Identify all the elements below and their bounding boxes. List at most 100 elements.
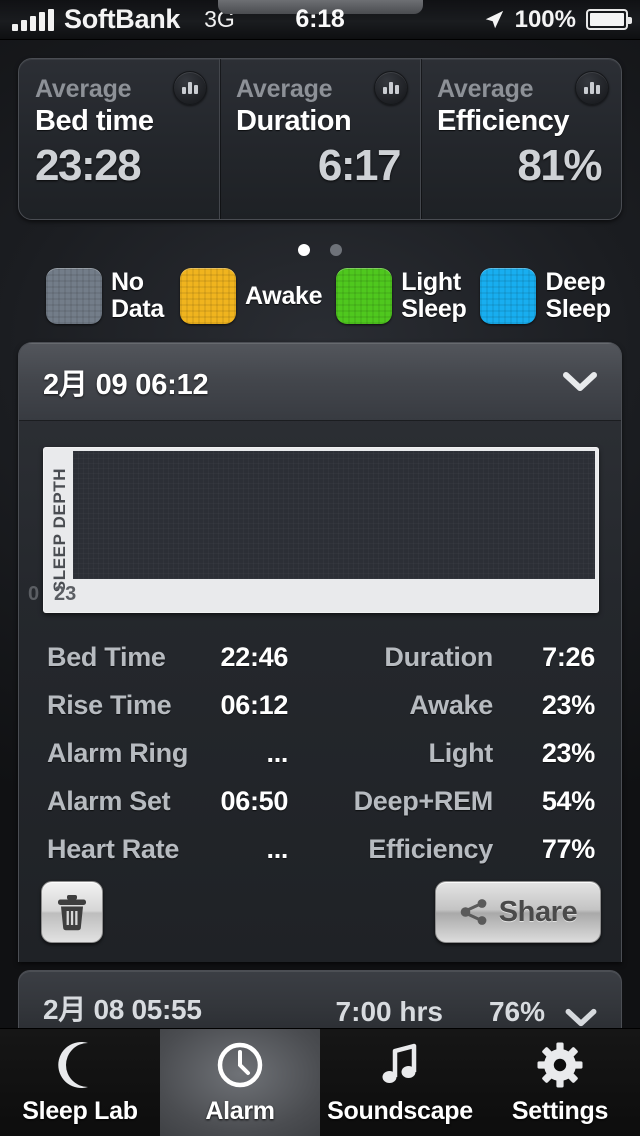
gear-icon xyxy=(536,1040,584,1090)
stats-cell-right: Duration 7:26 xyxy=(288,642,595,673)
chart-x-tick: 0 xyxy=(28,582,40,605)
status-bar-notch xyxy=(218,0,423,14)
stats-label: Heart Rate xyxy=(47,833,180,864)
next-entry-efficiency: 76% xyxy=(488,996,545,1027)
signal-bars-icon xyxy=(12,8,54,31)
stats-value: ... xyxy=(266,833,289,864)
stats-label: Awake xyxy=(409,689,493,720)
legend-swatch-deep-sleep xyxy=(480,268,537,324)
page-dot[interactable] xyxy=(330,244,342,256)
stats-label: Alarm Set xyxy=(47,785,171,816)
chart-y-axis-label-text: SLEEP DEPTH xyxy=(50,467,69,593)
stats-value: 7:26 xyxy=(542,641,595,672)
legend-swatch-awake xyxy=(180,268,236,324)
bar-chart-icon[interactable] xyxy=(173,71,207,105)
tab-label: Settings xyxy=(511,1096,609,1125)
stats-label: Light xyxy=(428,737,494,768)
stats-cell-left: Alarm Ring... xyxy=(47,738,288,769)
clock-icon xyxy=(216,1040,264,1090)
legend-swatch-no-data xyxy=(46,268,102,324)
stats-label: Alarm Ring xyxy=(47,737,189,768)
sleep-stats-table: Bed Time 22:46 Duration 7:26 Rise Time 06:12 A… xyxy=(19,633,621,873)
stats-value: 22:46 xyxy=(220,641,289,672)
summary-card-efficiency[interactable]: Average Efficiency 81% xyxy=(420,59,621,219)
page-dot-active[interactable] xyxy=(298,244,310,256)
chevron-down-icon[interactable] xyxy=(563,371,597,393)
summary-card-bed-time[interactable]: Average Bed time 23:28 xyxy=(19,59,219,219)
stats-cell-right: Efficiency 77% xyxy=(288,834,595,865)
hypnogram-chart[interactable]: SLEEP DEPTH 23012345 xyxy=(28,447,599,613)
chevron-down-icon[interactable] xyxy=(565,1008,597,1028)
carrier-label: SoftBank xyxy=(64,4,181,34)
tab-sleep-lab[interactable]: Sleep Lab xyxy=(0,1029,160,1136)
stats-value: 06:12 xyxy=(220,689,289,720)
stats-label: Duration xyxy=(384,641,493,672)
stats-cell-left: Bed Time 22:46 xyxy=(47,642,288,673)
summary-value: 6:17 xyxy=(317,141,402,190)
entry-actions: Share xyxy=(19,881,621,943)
stats-value: ... xyxy=(266,737,289,768)
delete-button[interactable] xyxy=(41,881,103,943)
stats-row: Alarm Set 06:50 Deep+REM 54% xyxy=(47,777,595,825)
legend-item-light-sleep: Light Sleep xyxy=(336,268,467,324)
stats-value: 77% xyxy=(541,833,595,864)
next-entry-hours: 7:00 hrs xyxy=(335,996,443,1027)
tab-label: Sleep Lab xyxy=(22,1096,138,1125)
legend-swatch-light-sleep xyxy=(336,268,393,324)
trash-icon xyxy=(58,895,86,931)
tab-settings[interactable]: Settings xyxy=(480,1029,640,1136)
bar-chart-icon[interactable] xyxy=(575,71,609,105)
stats-value: 06:50 xyxy=(220,785,289,816)
summary-title: Duration xyxy=(236,105,352,137)
summary-subtitle: Average xyxy=(35,75,132,103)
chart-x-axis: 23012345 xyxy=(28,579,595,609)
stats-label: Deep+REM xyxy=(353,785,494,816)
summary-subtitle: Average xyxy=(437,75,534,103)
tab-label: Soundscape xyxy=(327,1096,473,1125)
summary-card-duration[interactable]: Average Duration 6:17 xyxy=(219,59,420,219)
tab-alarm[interactable]: Alarm xyxy=(160,1029,320,1136)
stats-label: Bed Time xyxy=(47,641,166,672)
legend-label: No Data xyxy=(111,268,164,323)
sleep-entry-date: 2月 09 06:12 xyxy=(43,368,209,401)
chart-x-tick: 23 xyxy=(54,582,77,605)
stats-cell-right: Deep+REM 54% xyxy=(288,785,596,817)
bar-chart-icon[interactable] xyxy=(374,71,408,105)
summary-title: Efficiency xyxy=(437,105,570,137)
summary-value: 81% xyxy=(517,141,602,190)
next-entry-date: 2月 08 05:55 xyxy=(43,994,202,1025)
location-arrow-icon xyxy=(485,10,503,28)
legend-item-awake: Awake xyxy=(180,268,323,324)
stats-cell-left: Alarm Set 06:50 xyxy=(47,786,288,817)
page-indicator[interactable] xyxy=(0,244,640,256)
stats-cell-right: Awake 23% xyxy=(288,690,595,721)
sleep-entry-card: 2月 09 06:12 SLEEP DEPTH 23012345 Bed Tim… xyxy=(18,342,622,962)
stats-value: 23% xyxy=(541,689,595,720)
sleep-entry-header[interactable]: 2月 09 06:12 xyxy=(19,343,621,421)
status-bar-right: 100% xyxy=(483,6,632,34)
share-button[interactable]: Share xyxy=(435,881,601,943)
stats-label: Rise Time xyxy=(47,689,172,720)
stats-row: Heart Rate... Efficiency 77% xyxy=(47,825,595,873)
share-icon xyxy=(460,899,487,925)
stats-row: Bed Time 22:46 Duration 7:26 xyxy=(47,633,595,681)
chart-plot-column: 23012345 xyxy=(28,451,595,609)
stats-value: 54% xyxy=(541,785,595,816)
moon-icon xyxy=(58,1040,102,1090)
tab-bar: Sleep Lab Alarm Soundscape xyxy=(0,1028,640,1136)
legend: No Data Awake Light Sleep Deep Sleep xyxy=(46,265,611,327)
tab-label: Alarm xyxy=(205,1096,275,1125)
status-bar-clock: 6:18 xyxy=(295,5,345,33)
stats-label: Efficiency xyxy=(368,833,493,864)
stats-row: Rise Time 06:12 Awake 23% xyxy=(47,681,595,729)
status-bar-left: SoftBank 3G xyxy=(12,4,235,35)
legend-item-deep-sleep: Deep Sleep xyxy=(480,268,611,324)
summary-value: 23:28 xyxy=(35,141,142,190)
music-note-icon xyxy=(378,1040,422,1090)
tab-soundscape[interactable]: Soundscape xyxy=(320,1029,480,1136)
sleep-entry-row-next[interactable]: 2月 08 05:55 7:00 hrs 76% xyxy=(18,970,622,1030)
share-button-label: Share xyxy=(498,895,578,928)
stats-row: Alarm Ring... Light 23% xyxy=(47,729,595,777)
summary-title: Bed time xyxy=(35,105,154,137)
chart-plot-area xyxy=(73,451,595,579)
